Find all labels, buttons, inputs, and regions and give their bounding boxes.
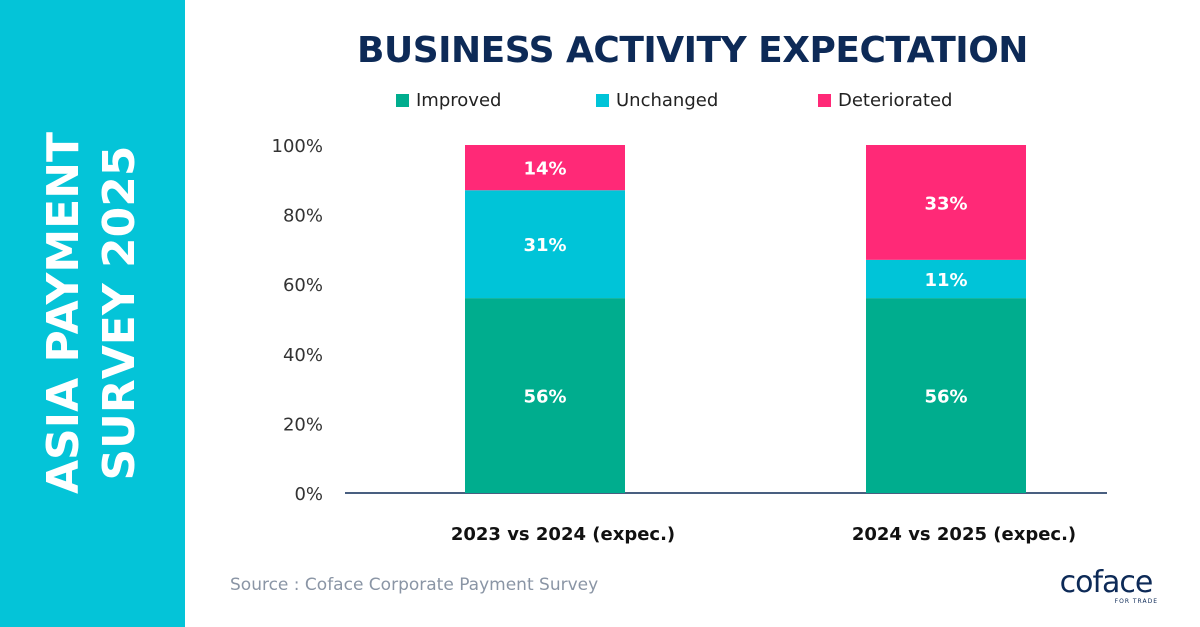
chart-title: BUSINESS ACTIVITY EXPECTATION bbox=[357, 30, 1028, 71]
x-category-label: 2024 vs 2025 (expec.) bbox=[852, 524, 1076, 545]
y-tick-label: 40% bbox=[283, 345, 323, 366]
legend-item-unchanged: Unchanged bbox=[596, 90, 718, 111]
data-label-improved: 56% bbox=[523, 387, 566, 408]
x-category-label: 2023 vs 2024 (expec.) bbox=[451, 524, 675, 545]
y-tick-label: 80% bbox=[283, 206, 323, 227]
bar-segment-unchanged bbox=[465, 190, 625, 299]
legend-item-improved: Improved bbox=[396, 90, 501, 111]
legend-item-deteriorated: Deteriorated bbox=[818, 90, 952, 111]
legend-label-unchanged: Unchanged bbox=[616, 90, 719, 111]
y-tick-label: 20% bbox=[283, 414, 323, 435]
coface-logo: coface FOR TRADE bbox=[1050, 565, 1162, 606]
bar-segment-unchanged bbox=[866, 259, 1026, 299]
legend-swatch-improved bbox=[396, 94, 409, 107]
y-tick-label: 100% bbox=[272, 136, 323, 157]
y-tick-label: 0% bbox=[294, 484, 323, 505]
data-label-unchanged: 31% bbox=[523, 235, 566, 256]
bar-segment-improved bbox=[866, 298, 1026, 493]
data-label-deteriorated: 14% bbox=[523, 159, 566, 180]
bar-segment-improved bbox=[465, 298, 625, 493]
legend-swatch-deteriorated bbox=[818, 94, 831, 107]
source-note: Source : Coface Corporate Payment Survey bbox=[230, 575, 599, 595]
legend-label-improved: Improved bbox=[416, 90, 502, 111]
legend-swatch-unchanged bbox=[596, 94, 609, 107]
sidebar-banner: ASIA PAYMENT SURVEY 2025 bbox=[0, 0, 185, 627]
bar-segment-deteriorated bbox=[866, 145, 1026, 260]
logo-tagline: FOR TRADE bbox=[1114, 598, 1158, 605]
data-label-improved: 56% bbox=[924, 387, 967, 408]
legend-label-deteriorated: Deteriorated bbox=[838, 90, 953, 111]
bar-segment-deteriorated bbox=[465, 145, 625, 191]
data-label-unchanged: 11% bbox=[924, 270, 967, 291]
logo-wordmark: coface bbox=[1059, 565, 1154, 600]
y-tick-label: 60% bbox=[283, 275, 323, 296]
data-label-deteriorated: 33% bbox=[924, 193, 967, 214]
